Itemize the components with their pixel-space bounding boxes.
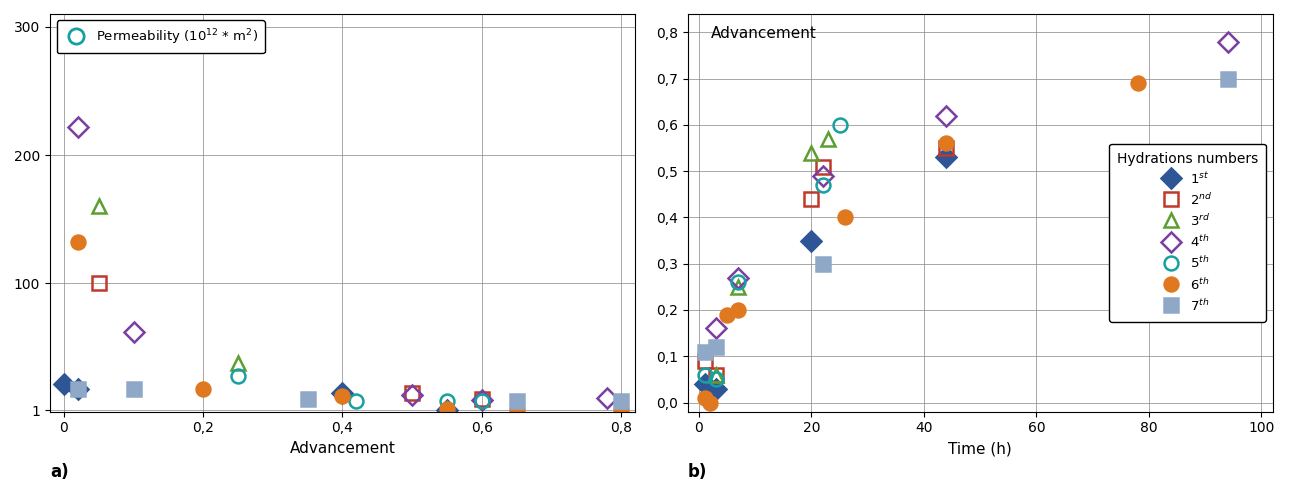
Legend: Permeability (10$^{12}$ * m$^2$): Permeability (10$^{12}$ * m$^2$) bbox=[57, 21, 265, 53]
6$^{th}$ bbox=[838, 214, 853, 220]
5$^{th}$ bbox=[707, 377, 723, 383]
5$^{th}$ bbox=[731, 279, 746, 285]
3$^{rd}$ bbox=[707, 372, 723, 378]
4$^{th}$ bbox=[1220, 38, 1235, 44]
Text: Advancement: Advancement bbox=[711, 26, 817, 41]
Line: 4$^{th}$: 4$^{th}$ bbox=[709, 35, 1234, 335]
5$^{th}$ bbox=[831, 122, 847, 128]
6$^{th}$ bbox=[1130, 80, 1145, 86]
6$^{th}$ bbox=[731, 307, 746, 313]
Text: b): b) bbox=[688, 463, 707, 482]
4$^{th}$ bbox=[939, 113, 954, 119]
6$^{th}$ bbox=[939, 141, 954, 146]
2$^{nd}$ bbox=[697, 358, 713, 364]
1$^{st}$ bbox=[707, 386, 723, 391]
4$^{th}$ bbox=[815, 173, 830, 179]
2$^{nd}$ bbox=[804, 196, 820, 202]
1$^{st}$ bbox=[804, 238, 820, 244]
Line: 1$^{st}$: 1$^{st}$ bbox=[697, 150, 953, 395]
Line: 2$^{nd}$: 2$^{nd}$ bbox=[697, 141, 953, 382]
7$^{th}$ bbox=[707, 344, 723, 350]
1$^{st}$ bbox=[939, 154, 954, 160]
Line: 7$^{th}$: 7$^{th}$ bbox=[697, 71, 1234, 358]
3$^{rd}$ bbox=[731, 284, 746, 290]
2$^{nd}$ bbox=[707, 372, 723, 378]
5$^{th}$ bbox=[697, 372, 713, 378]
7$^{th}$ bbox=[697, 349, 713, 354]
Line: 3$^{rd}$: 3$^{rd}$ bbox=[709, 132, 835, 382]
Line: 6$^{th}$: 6$^{th}$ bbox=[697, 76, 1145, 410]
2$^{nd}$ bbox=[939, 145, 954, 151]
Text: a): a) bbox=[50, 463, 68, 482]
Legend: 1$^{st}$, 2$^{nd}$, 3$^{rd}$, 4$^{th}$, 5$^{th}$, 6$^{th}$, 7$^{th}$: 1$^{st}$, 2$^{nd}$, 3$^{rd}$, 4$^{th}$, … bbox=[1109, 144, 1266, 321]
6$^{th}$ bbox=[702, 399, 718, 405]
X-axis label: Time (h): Time (h) bbox=[949, 441, 1012, 456]
7$^{th}$ bbox=[815, 261, 830, 267]
1$^{st}$ bbox=[697, 381, 713, 387]
2$^{nd}$ bbox=[815, 164, 830, 170]
3$^{rd}$ bbox=[821, 136, 837, 142]
7$^{th}$ bbox=[1220, 76, 1235, 82]
4$^{th}$ bbox=[731, 275, 746, 281]
3$^{rd}$ bbox=[804, 150, 820, 156]
Line: 5$^{th}$: 5$^{th}$ bbox=[697, 118, 847, 387]
6$^{th}$ bbox=[719, 312, 735, 317]
4$^{th}$ bbox=[707, 325, 723, 331]
5$^{th}$ bbox=[815, 182, 830, 188]
X-axis label: Advancement: Advancement bbox=[289, 441, 395, 456]
6$^{th}$ bbox=[697, 395, 713, 401]
